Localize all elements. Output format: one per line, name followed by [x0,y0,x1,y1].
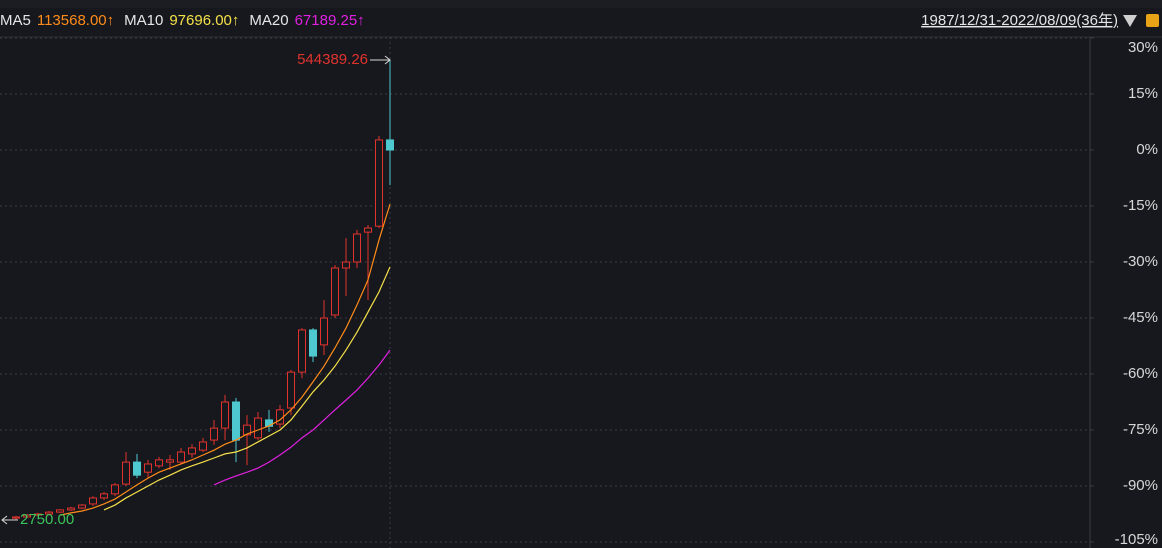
candle-body [364,227,372,233]
legend-value: 67189.25↑ [295,12,365,29]
candle-body [67,507,75,511]
candle-body [221,401,229,429]
lock-icon[interactable] [1146,14,1159,27]
candle-body [155,459,163,467]
candle-body [56,509,64,513]
y-tick-label: -75% [1123,421,1158,438]
candle-body [166,459,174,463]
y-tick-label: -15% [1123,197,1158,214]
ma-line [103,266,391,511]
y-tick-label: -105% [1115,531,1158,548]
candle-body [111,484,119,495]
high-label: 544389.26 [297,51,368,68]
candle-body [342,261,350,269]
cut-off-strip [0,0,1162,8]
y-tick-label: 15% [1128,85,1158,102]
candle-body [199,441,207,451]
candle-body [210,427,218,441]
y-tick-label: -30% [1123,253,1158,270]
candle-body [188,447,196,455]
legend-name: MA20 [249,12,288,29]
y-tick-label: 0% [1136,141,1158,158]
candle-body [177,451,185,463]
candle-body [254,417,262,439]
candle-body [100,493,108,499]
candle-body [232,401,240,441]
candle-body [34,513,42,516]
low-label: 2750.00 [20,511,74,528]
candle-body [12,516,20,519]
candle-body [320,317,328,346]
high-arrowhead [384,55,391,65]
candle-body [375,139,383,227]
low-arrowhead [1,515,8,525]
candle-body [353,233,361,263]
legend-name: MA5 [0,12,31,29]
candle-body [78,504,86,509]
ma-line [59,203,391,516]
legend-name: MA10 [124,12,163,29]
y-tick-label: -90% [1123,477,1158,494]
range-dropdown[interactable] [1123,15,1137,27]
candle-body [144,463,152,473]
y-tick-label: -45% [1123,309,1158,326]
candle-body [133,461,141,476]
candle-body [45,511,53,515]
candle-body [122,461,130,485]
y-tick-label: -60% [1123,365,1158,382]
candle-body [89,497,97,505]
ma-line [213,349,391,486]
candle-body [298,329,306,373]
legend-value: 97696.00↑ [169,12,239,29]
y-tick-label: 30% [1128,39,1158,56]
candle-body [287,371,295,409]
candle-body [243,424,251,436]
candle-body [309,329,317,357]
ma-legend: MA5 113568.00↑ MA10 97696.00↑ MA20 67189.25↑ [0,12,365,29]
candle-body [23,514,31,518]
candle-body [331,267,339,316]
date-range[interactable]: 1987/12/31-2022/08/09(36年) [921,12,1118,29]
legend-value: 113568.00↑ [37,12,114,29]
candle-body [386,139,394,151]
